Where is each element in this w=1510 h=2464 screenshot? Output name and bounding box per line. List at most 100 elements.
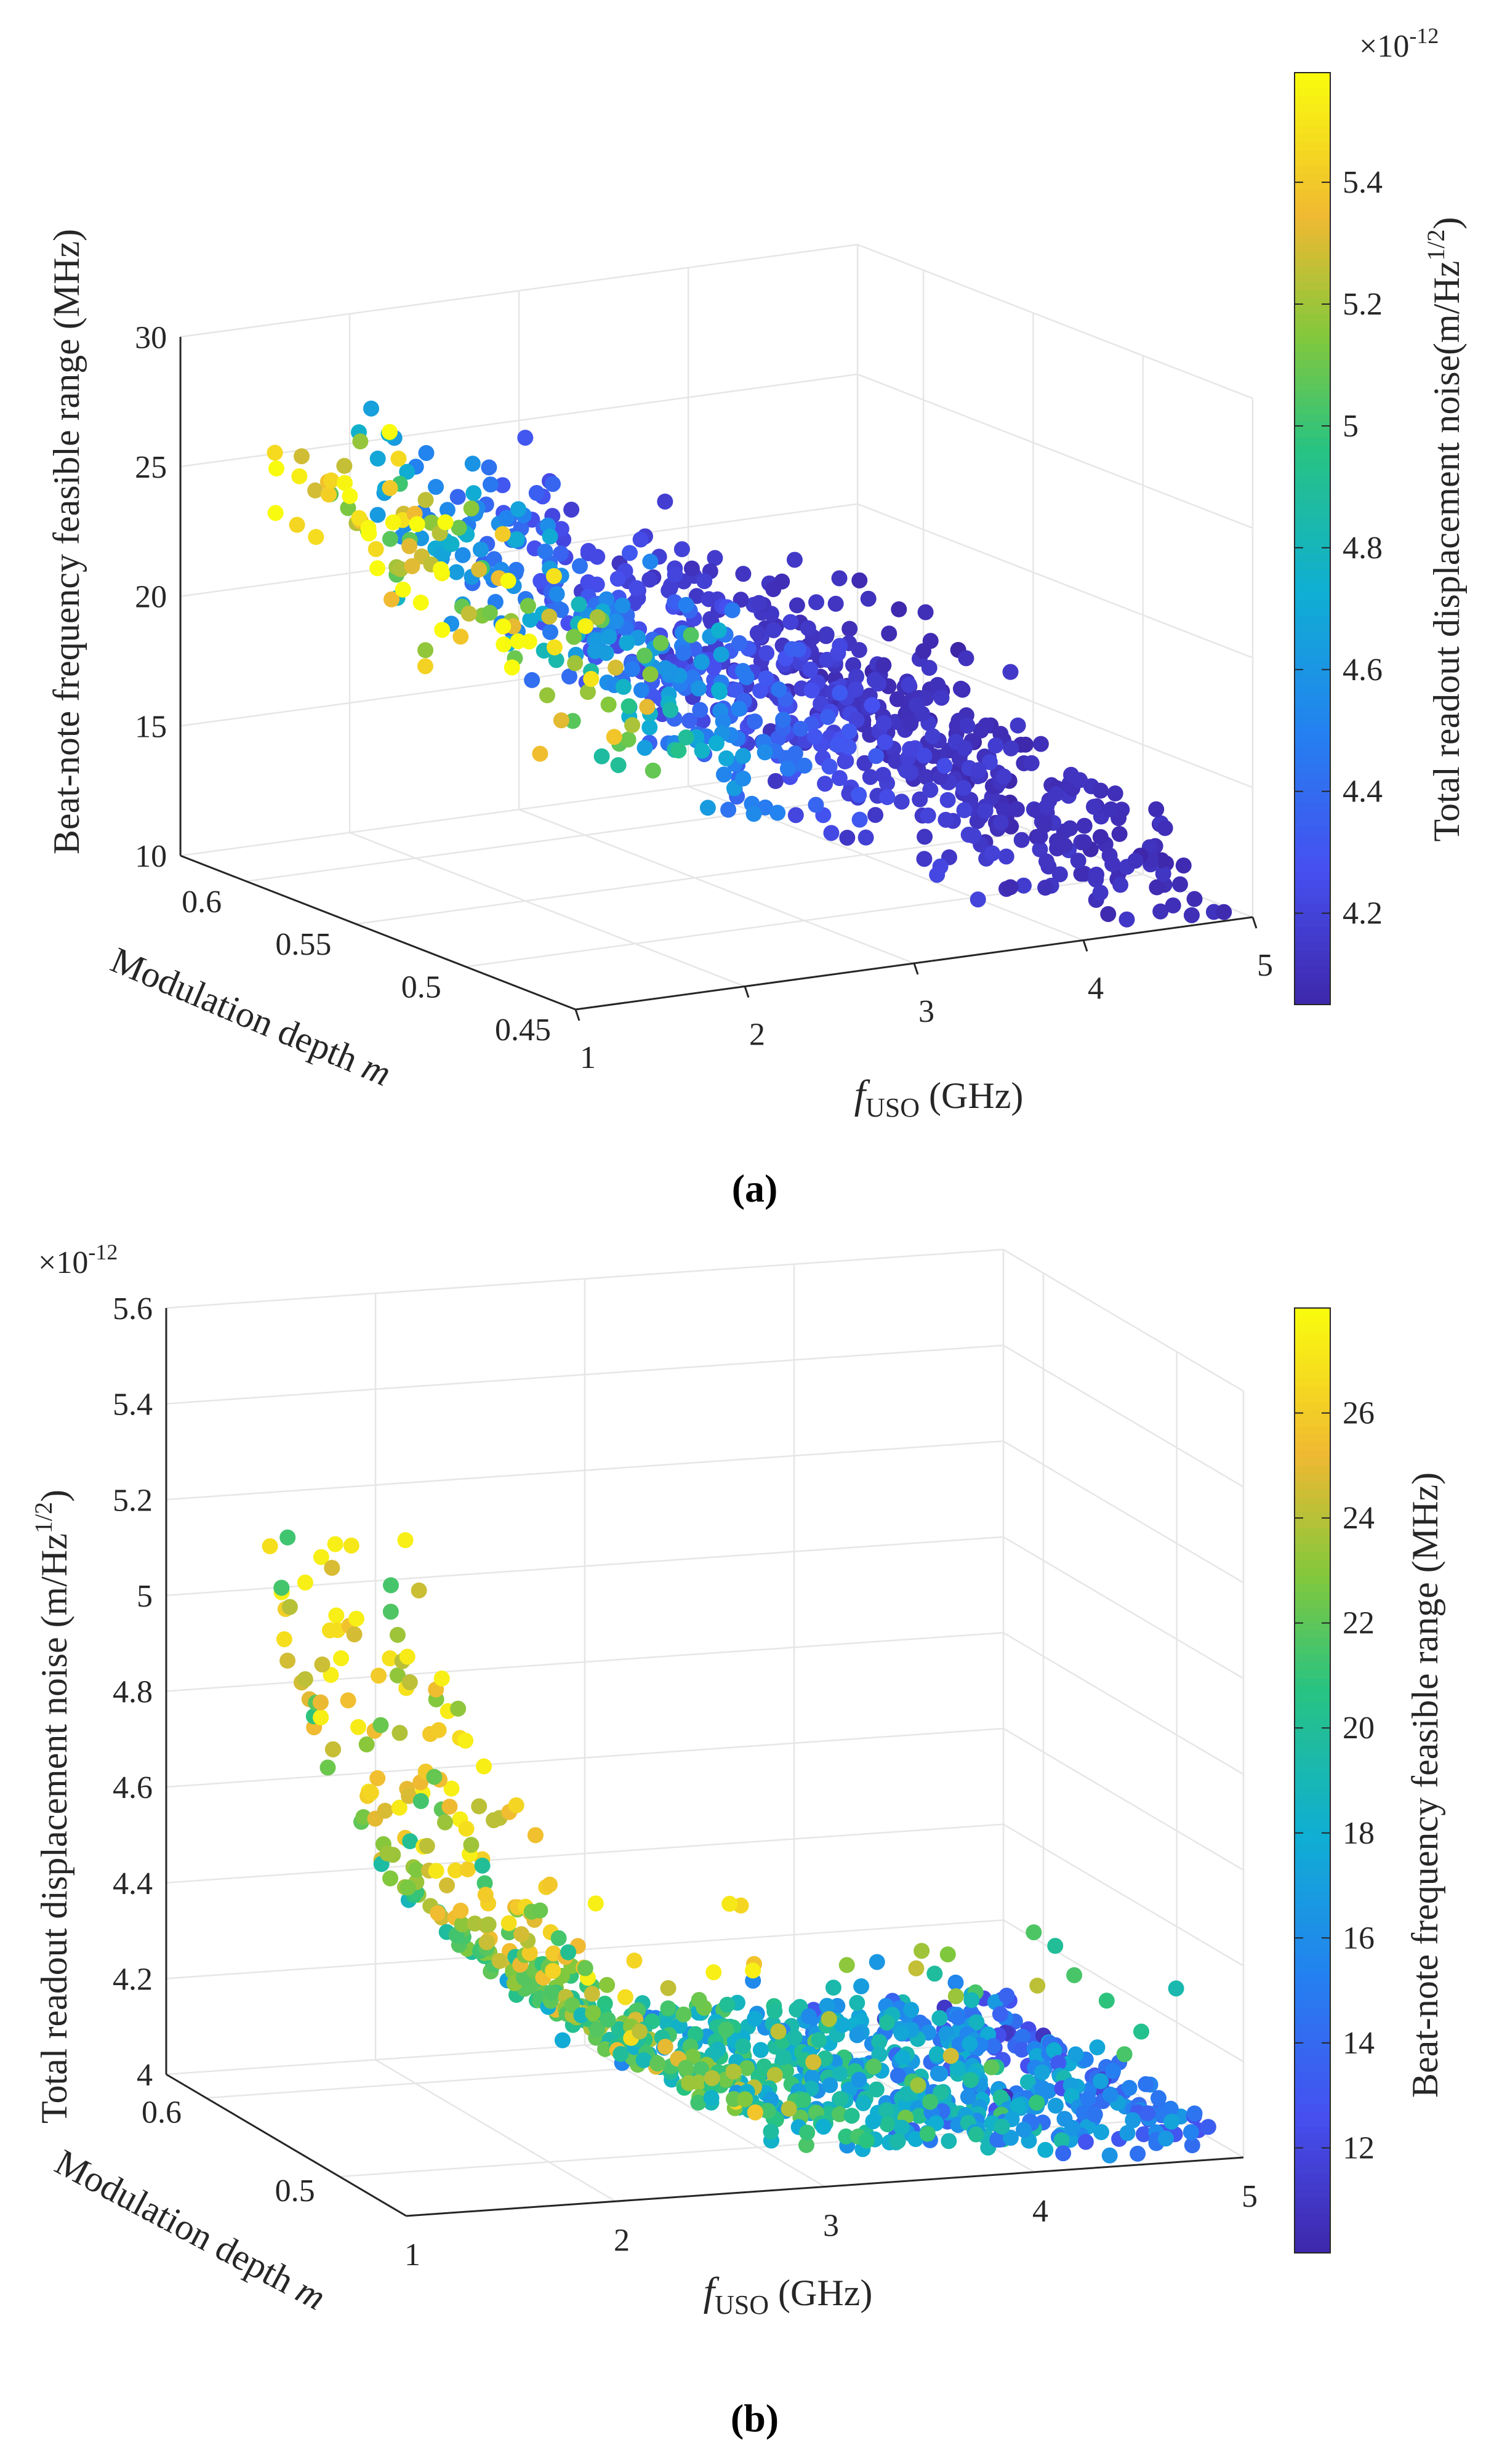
panel-a-scatter-point (889, 691, 906, 707)
panel-a-scatter-point (808, 797, 824, 813)
panel-a-scatter-point (342, 488, 358, 504)
panel-a-colorbar-cell (1295, 686, 1330, 695)
panel-b-scatter-point (389, 1667, 406, 1683)
panel-b-scatter-point (363, 1784, 379, 1801)
panel-a-scatter-point (1037, 880, 1054, 896)
panel-b-scatter-point (865, 2058, 882, 2075)
panel-a-scatter-point (1002, 879, 1019, 896)
panel-a-x-axis-label: fUSO (GHz) (854, 1072, 1024, 1123)
panel-b-scatter-point (1089, 2039, 1106, 2056)
panel-b-scatter-point (1200, 2119, 1216, 2135)
panel-b-scatter-point (855, 2095, 872, 2111)
panel-b-colorbar-cell (1295, 1686, 1330, 1695)
panel-a-scatter-point (803, 682, 820, 699)
panel-a-scatter-point (1100, 905, 1117, 922)
panel-a-gridline (349, 832, 745, 987)
panel-b-gridline (166, 1344, 1004, 1405)
panel-a-scatter-point (624, 661, 641, 678)
panel-b-scatter-point (941, 2133, 957, 2149)
panel-a-colorbar-cell (1295, 911, 1330, 920)
panel-b-scatter-point (1138, 2076, 1154, 2092)
panel-a-colorbar-tick-label: 4.2 (1343, 896, 1383, 931)
panel-a-x-tick-mark (913, 963, 919, 975)
panel-a-scatter-point (806, 728, 823, 745)
panel-b-scatter-point (600, 2012, 616, 2028)
panel-b-gridline (1003, 1823, 1244, 1967)
panel-b-colorbar-cell (1295, 1812, 1330, 1821)
panel-a-scatter-point (588, 576, 605, 593)
panel-a-scatter-point (451, 520, 467, 536)
panel-a-scatter-point (524, 672, 540, 688)
panel-b-scatter-point (983, 2059, 1000, 2076)
panel-a-scatter-point (891, 601, 907, 617)
panel-b-scatter-point (392, 1725, 408, 1741)
panel-b-colorbar-cell (1295, 2245, 1330, 2253)
panel-a-scatter-point (418, 444, 435, 461)
panel-a-colorbar-cell (1295, 313, 1330, 322)
panel-b-scatter-point (675, 2006, 692, 2023)
panel-b-colorbar-cell (1295, 2000, 1330, 2010)
panel-b-scatter-point (868, 2081, 885, 2098)
panel-b-colorbar-cell (1295, 1386, 1330, 1395)
panel-a-colorbar-cell (1295, 655, 1330, 664)
panel-a-colorbar-cell (1295, 763, 1330, 773)
panel-a-scatter-point (443, 536, 460, 552)
panel-b-z-tick-label: 4 (137, 2058, 153, 2093)
panel-b-scatter-point (949, 2060, 966, 2076)
panel-b-colorbar-cell (1295, 2040, 1330, 2049)
panel-a-scatter-point (521, 633, 537, 650)
panel-b-scatter-point (704, 2070, 720, 2087)
panel-a-scatter-point (564, 713, 581, 729)
panel-b-colorbar-cell (1295, 1371, 1330, 1379)
panel-a-scatter-point (1183, 907, 1200, 923)
panel-a-scatter (267, 400, 1232, 928)
panel-b-scatter-point (926, 1965, 943, 1982)
panel-a-scatter-point (996, 801, 1013, 818)
panel-a-scatter-point (1049, 840, 1066, 857)
panel-a-scatter-point (471, 561, 488, 578)
panel-a-scatter-point (1048, 785, 1064, 802)
panel-a-scatter-point (771, 681, 787, 697)
panel-a-scatter-point (851, 787, 867, 803)
panel-b-colorbar-cell (1295, 1953, 1330, 1962)
panel-a-scatter-point (384, 591, 400, 608)
panel-a-scatter-point (1155, 865, 1171, 882)
panel-a-colorbar-cell (1295, 694, 1330, 702)
panel-a-scatter-point (667, 566, 683, 583)
panel-a-colorbar-cell (1295, 561, 1330, 571)
panel-a-scatter-point (1032, 841, 1048, 857)
panel-a-colorbar-cell (1295, 174, 1330, 182)
panel-b-colorbar-cell (1295, 1402, 1330, 1411)
panel-a-colorbar-cell (1295, 662, 1330, 672)
panel-b-scatter-point (369, 1770, 386, 1786)
panel-a-scatter-point (566, 628, 582, 645)
panel-b-colorbar-cell (1295, 1709, 1330, 1718)
panel-a-scatter-point (336, 475, 353, 491)
panel-b-z-exponent: ×10-12 (38, 1240, 118, 1280)
panel-b-scatter-point (297, 1574, 313, 1591)
panel-b-colorbar-cell (1295, 1670, 1330, 1679)
panel-a-scatter-point (750, 595, 767, 611)
panel-b-z-tick-label: 4.4 (113, 1866, 153, 1901)
panel-a-scatter-point (395, 581, 411, 598)
panel-b-scatter-point (871, 2046, 888, 2063)
panel-b-scatter-point (703, 2090, 720, 2106)
panel-b-z-tick-label: 5.2 (113, 1483, 153, 1518)
panel-a-scatter-point (663, 664, 680, 680)
panel-a-scatter-point (916, 851, 933, 867)
panel-b-colorbar-cell (1295, 1591, 1330, 1600)
panel-a-colorbar-cell (1295, 259, 1330, 268)
panel-b-scatter-point (626, 1952, 643, 1969)
panel-b-scatter-point (587, 1895, 604, 1912)
panel-b-colorbar-tick-label: 16 (1343, 1920, 1375, 1956)
panel-a-scatter-point (553, 545, 569, 562)
panel-a-colorbar-cell (1295, 701, 1330, 710)
panel-a-scatter-point (553, 521, 569, 537)
panel-b-colorbar-cell (1295, 1859, 1330, 1868)
panel-a-scatter-point (1088, 866, 1105, 883)
panel-a-scatter-point (548, 652, 564, 668)
panel-b-colorbar-tick-label: 14 (1343, 2026, 1375, 2061)
panel-a-scatter-point (875, 766, 891, 783)
panel-b-colorbar-cell (1295, 1434, 1330, 1443)
panel-b-colorbar-cell (1295, 2032, 1330, 2041)
